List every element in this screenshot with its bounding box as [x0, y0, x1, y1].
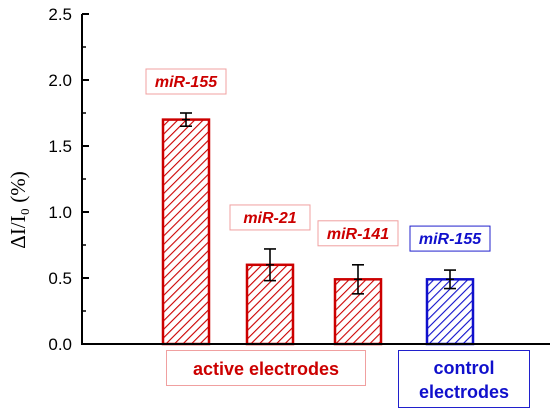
active-electrodes-label: active electrodes: [166, 350, 366, 386]
bars-layer: [161, 118, 475, 346]
bar-label: miR-141: [317, 220, 399, 247]
error-bar: [180, 112, 192, 127]
y-tick-label: 0.0: [48, 335, 72, 354]
y-tick-label: 1.0: [48, 203, 72, 222]
error-bar: [264, 248, 276, 282]
y-tick-label: 0.5: [48, 269, 72, 288]
control-electrodes-label: control electrodes: [398, 350, 530, 408]
bar-label-text: miR-141: [327, 226, 389, 243]
y-tick-label: 2.0: [48, 71, 72, 90]
error-bar: [444, 269, 456, 290]
bar-label: miR-21: [229, 204, 311, 231]
bar-label-text: miR-21: [243, 210, 296, 227]
y-axis-ticks: 0.0 0.5 1.0 1.5 2.0 2.5: [48, 5, 89, 354]
bar-label: miR-155: [145, 68, 227, 95]
bar-label-text: miR-155: [419, 231, 482, 248]
y-axis-label: ΔI/I₀ (%): [6, 171, 30, 248]
bar-active-mir-155: [161, 118, 211, 346]
bar-label-text: miR-155: [155, 74, 218, 91]
error-bar: [352, 263, 364, 295]
bar-label: miR-155: [409, 225, 491, 252]
y-tick-label: 1.5: [48, 137, 72, 156]
error-bars-layer: [180, 112, 456, 295]
bar-labels-layer: miR-155 miR-21 miR-141 miR-155: [145, 68, 491, 252]
y-tick-label: 2.5: [48, 5, 72, 24]
